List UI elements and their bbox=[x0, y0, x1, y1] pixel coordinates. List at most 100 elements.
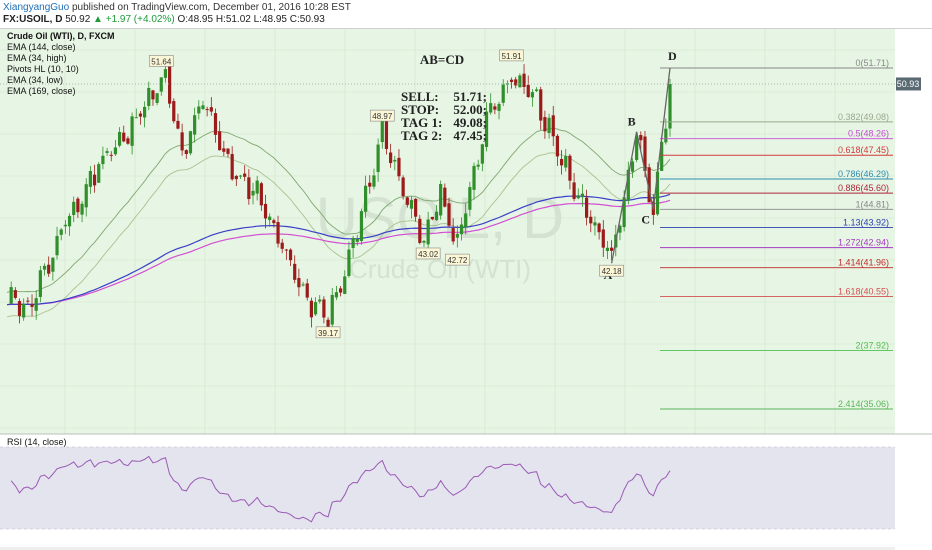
trade-label: TAG 2: bbox=[401, 128, 442, 143]
trade-label: TAG 1: bbox=[401, 115, 442, 130]
candle-body bbox=[376, 144, 380, 173]
ema-169-close bbox=[6, 199, 671, 306]
candle-body bbox=[59, 229, 63, 235]
candle-body bbox=[618, 225, 622, 233]
candle-body bbox=[143, 106, 147, 118]
candle-body bbox=[626, 169, 630, 201]
fib-label: 1.272(42.94) bbox=[838, 238, 889, 248]
candle-body bbox=[589, 216, 593, 224]
pivot-label: 39.17 bbox=[318, 329, 339, 338]
author-link[interactable]: XiangyangGuo bbox=[3, 2, 70, 13]
chart-area[interactable]: USOIL, D Crude Oil (WTI) 0(51.71)0.382(4… bbox=[0, 28, 932, 550]
candle-body bbox=[163, 69, 168, 78]
pattern-title: AB=CD bbox=[420, 52, 464, 67]
candle-body bbox=[197, 106, 201, 114]
candle-body bbox=[38, 270, 42, 297]
candle-body bbox=[530, 92, 534, 98]
trade-value: 52.00; bbox=[453, 102, 487, 117]
candle-body bbox=[284, 249, 288, 251]
candle-body bbox=[409, 200, 414, 209]
candle-body bbox=[572, 182, 576, 199]
candle-body bbox=[251, 190, 255, 196]
candle-body bbox=[168, 66, 172, 104]
candle-body bbox=[585, 197, 589, 218]
candle-body bbox=[660, 141, 664, 171]
candle-body bbox=[92, 174, 97, 186]
candle-body bbox=[422, 240, 426, 243]
legend-item: EMA (144, close) bbox=[7, 42, 76, 52]
candle-body bbox=[447, 203, 451, 226]
candle-body bbox=[117, 131, 122, 146]
candle-body bbox=[401, 177, 405, 197]
candle-body bbox=[564, 156, 568, 168]
candle-body bbox=[322, 299, 326, 318]
candle-body bbox=[201, 105, 205, 109]
candle-body bbox=[42, 265, 47, 270]
candle-body bbox=[326, 319, 330, 327]
ema-34-high bbox=[6, 127, 671, 293]
candle-body bbox=[597, 223, 601, 233]
candle-body bbox=[247, 177, 251, 200]
fib-label: 0(51.71) bbox=[855, 58, 889, 68]
ema-lines bbox=[6, 127, 671, 318]
rsi-line bbox=[10, 455, 671, 523]
candle-body bbox=[222, 148, 226, 152]
candle-body bbox=[347, 249, 351, 276]
fib-label: 0.5(48.26) bbox=[848, 129, 889, 139]
candle-body bbox=[547, 117, 551, 134]
fib-label: 1.414(41.96) bbox=[838, 258, 889, 268]
candle-body bbox=[297, 278, 301, 288]
candle-body bbox=[113, 147, 118, 155]
candle-body bbox=[605, 247, 610, 252]
candle-body bbox=[405, 197, 409, 205]
fib-label: 0.886(45.60) bbox=[838, 183, 889, 193]
candle-body bbox=[318, 299, 322, 302]
fib-label: 2(37.92) bbox=[855, 340, 889, 350]
candle-body bbox=[193, 115, 197, 135]
candle-body bbox=[576, 195, 580, 199]
candle-body bbox=[343, 276, 347, 294]
candle-body bbox=[489, 103, 493, 113]
grid-lines bbox=[0, 29, 895, 434]
pivot-label: 51.64 bbox=[151, 57, 172, 66]
candle-body bbox=[155, 93, 159, 103]
candle-body bbox=[601, 229, 605, 248]
pivot-label: 51.91 bbox=[502, 52, 523, 61]
candle-body bbox=[501, 84, 505, 103]
candle-body bbox=[610, 247, 614, 251]
candle-body bbox=[439, 183, 443, 216]
abcd-point-c: C bbox=[641, 212, 650, 226]
abcd-point-b: B bbox=[628, 115, 636, 129]
candle-body bbox=[368, 182, 372, 187]
candle-body bbox=[522, 73, 526, 87]
legend: Crude Oil (WTI), D, FXCM EMA (144, close… bbox=[7, 31, 115, 96]
candle-body bbox=[280, 242, 284, 249]
candle-body bbox=[426, 219, 430, 245]
candle-body bbox=[543, 117, 547, 132]
candle-body bbox=[138, 113, 143, 117]
candle-body bbox=[559, 158, 564, 166]
pivot-label-box bbox=[599, 264, 624, 277]
candle-body bbox=[647, 167, 651, 203]
legend-item: EMA (169, close) bbox=[7, 86, 76, 96]
candle-body bbox=[664, 128, 668, 143]
candle-body bbox=[551, 115, 555, 137]
candle-body bbox=[126, 138, 130, 144]
candle-body bbox=[397, 157, 401, 177]
ema-144-close bbox=[6, 193, 671, 306]
pivot-label-box bbox=[369, 109, 395, 122]
candle-body bbox=[151, 90, 155, 100]
candle-body bbox=[464, 213, 468, 228]
pivot-label-box bbox=[315, 326, 341, 339]
abcd-line bbox=[610, 67, 671, 264]
price-axis bbox=[895, 29, 932, 434]
candle-body bbox=[384, 116, 389, 149]
last-price-marker: 50.93 bbox=[0, 77, 921, 91]
pivot-label: 42.72 bbox=[447, 256, 468, 265]
candle-body bbox=[372, 175, 376, 187]
trade-annotation: AB=CD SELL: 51.71; STOP: 52.00; TAG 1: 4… bbox=[401, 52, 487, 143]
candle-body bbox=[451, 228, 455, 242]
published-text: published on TradingView.com, December 0… bbox=[69, 2, 351, 13]
fibonacci-levels: 0(51.71) 0.382(49.08) 0.5(48.26) 0.618(47.4… bbox=[660, 58, 893, 410]
candle-body bbox=[88, 170, 92, 187]
